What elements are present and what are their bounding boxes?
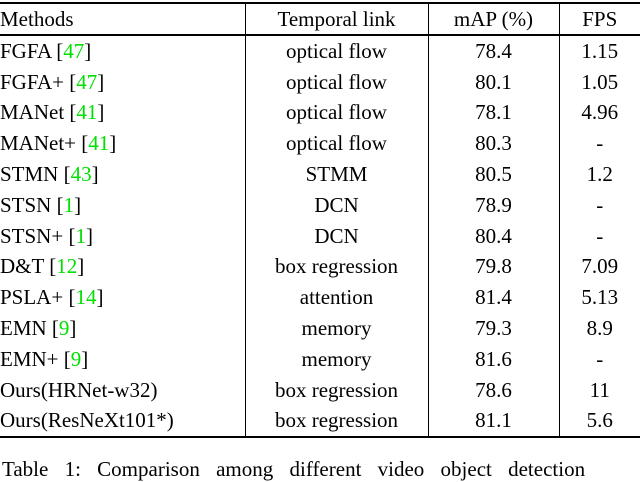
fps-cell: - xyxy=(596,192,604,217)
temporal-link-cell: DCN xyxy=(245,220,429,252)
citation-ref: 1 xyxy=(63,192,75,217)
table-row: STSN+ [1] DCN 80.4 - xyxy=(0,220,640,252)
header-row: Methods Temporal link mAP (%) FPS xyxy=(0,3,640,36)
map-cell: 81.1 xyxy=(428,405,560,438)
method-cell: FGFA+ [47] xyxy=(0,66,246,98)
temporal-link-cell: optical flow xyxy=(245,35,429,67)
citation-ref: 47 xyxy=(76,69,98,94)
table-caption: Table 1: Comparison among different vide… xyxy=(2,457,586,481)
column-header-map: mAP (%) xyxy=(428,3,560,36)
map-cell: 78.4 xyxy=(428,35,560,67)
fps-cell: - xyxy=(596,346,604,371)
map-cell: 78.9 xyxy=(428,189,560,221)
citation-ref: 1 xyxy=(75,223,86,248)
table-row: FGFA+ [47] optical flow 80.1 1.05 xyxy=(0,66,640,98)
method-cell: STMN [43] xyxy=(0,159,246,190)
citation-ref: 12 xyxy=(56,254,78,279)
method-cell: EMN [9] xyxy=(0,313,246,344)
temporal-link-cell: memory xyxy=(245,313,429,344)
map-cell: 80.1 xyxy=(428,66,560,98)
map-cell: 79.8 xyxy=(428,251,560,283)
fps-cell: - xyxy=(596,131,604,156)
column-header-fps: FPS xyxy=(559,3,640,36)
fps-cell: 5.13 xyxy=(581,285,619,310)
temporal-link-cell: STMM xyxy=(245,159,429,190)
citation-ref: 41 xyxy=(76,100,98,125)
fps-cell: 4.96 xyxy=(581,100,619,125)
table-row: EMN [9] memory 79.3 8.9 xyxy=(0,313,640,344)
citation-ref: 47 xyxy=(63,38,85,63)
fps-cell: 1.05 xyxy=(581,69,619,94)
column-header-temporal-link: Temporal link xyxy=(245,3,429,36)
table-row: Ours(ResNeXt101*) box regression 81.1 5.6 xyxy=(0,405,640,438)
fps-cell: - xyxy=(596,223,604,248)
map-cell: 78.1 xyxy=(428,97,560,129)
citation-ref: 9 xyxy=(58,316,70,341)
table-row: STMN [43] STMM 80.5 1.2 xyxy=(0,159,640,190)
table-row: MANet [41] optical flow 78.1 4.96 xyxy=(0,97,640,129)
table-row: PSLA+ [14] attention 81.4 5.13 xyxy=(0,282,640,314)
temporal-link-cell: attention xyxy=(245,282,429,314)
method-cell: Ours(HRNet-w32) xyxy=(0,374,246,406)
map-cell: 80.3 xyxy=(428,128,560,160)
temporal-link-cell: memory xyxy=(245,343,429,375)
temporal-link-cell: box regression xyxy=(245,251,429,283)
method-cell: EMN+ [9] xyxy=(0,343,246,375)
method-cell: PSLA+ [14] xyxy=(0,282,246,314)
results-table: Methods Temporal link mAP (%) FPS FGFA [… xyxy=(0,2,640,439)
map-cell: 78.6 xyxy=(428,374,560,406)
citation-ref: 9 xyxy=(70,346,82,371)
table-row: MANet+ [41] optical flow 80.3 - xyxy=(0,128,640,160)
fps-cell: 5.6 xyxy=(586,408,613,433)
table-row: EMN+ [9] memory 81.6 - xyxy=(0,343,640,375)
fps-cell: 8.9 xyxy=(586,316,613,341)
method-cell: Ours(ResNeXt101*) xyxy=(0,405,246,438)
method-cell: STSN+ [1] xyxy=(0,220,246,252)
method-cell: STSN [1] xyxy=(0,189,246,221)
temporal-link-cell: box regression xyxy=(245,405,429,438)
map-cell: 80.4 xyxy=(428,220,560,252)
citation-ref: 43 xyxy=(70,162,92,187)
table-row: Ours(HRNet-w32) box regression 78.6 11 xyxy=(0,374,640,406)
map-cell: 81.4 xyxy=(428,282,560,314)
temporal-link-cell: DCN xyxy=(245,189,429,221)
citation-ref: 41 xyxy=(88,131,110,156)
citation-ref: 14 xyxy=(75,285,97,310)
table-row: FGFA [47] optical flow 78.4 1.15 xyxy=(0,35,640,67)
map-cell: 79.3 xyxy=(428,313,560,344)
fps-cell: 1.15 xyxy=(581,38,619,63)
temporal-link-cell: optical flow xyxy=(245,66,429,98)
column-header-methods: Methods xyxy=(0,3,246,36)
map-cell: 80.5 xyxy=(428,159,560,190)
method-cell: FGFA [47] xyxy=(0,35,246,67)
method-cell: MANet+ [41] xyxy=(0,128,246,160)
map-cell: 81.6 xyxy=(428,343,560,375)
temporal-link-cell: optical flow xyxy=(245,97,429,129)
fps-cell: 7.09 xyxy=(581,254,619,279)
table-row: D&T [12] box regression 79.8 7.09 xyxy=(0,251,640,283)
temporal-link-cell: optical flow xyxy=(245,128,429,160)
table-row: STSN [1] DCN 78.9 - xyxy=(0,189,640,221)
method-cell: MANet [41] xyxy=(0,97,246,129)
method-cell: D&T [12] xyxy=(0,251,246,283)
temporal-link-cell: box regression xyxy=(245,374,429,406)
fps-cell: 1.2 xyxy=(586,162,613,187)
fps-cell: 11 xyxy=(589,377,610,402)
